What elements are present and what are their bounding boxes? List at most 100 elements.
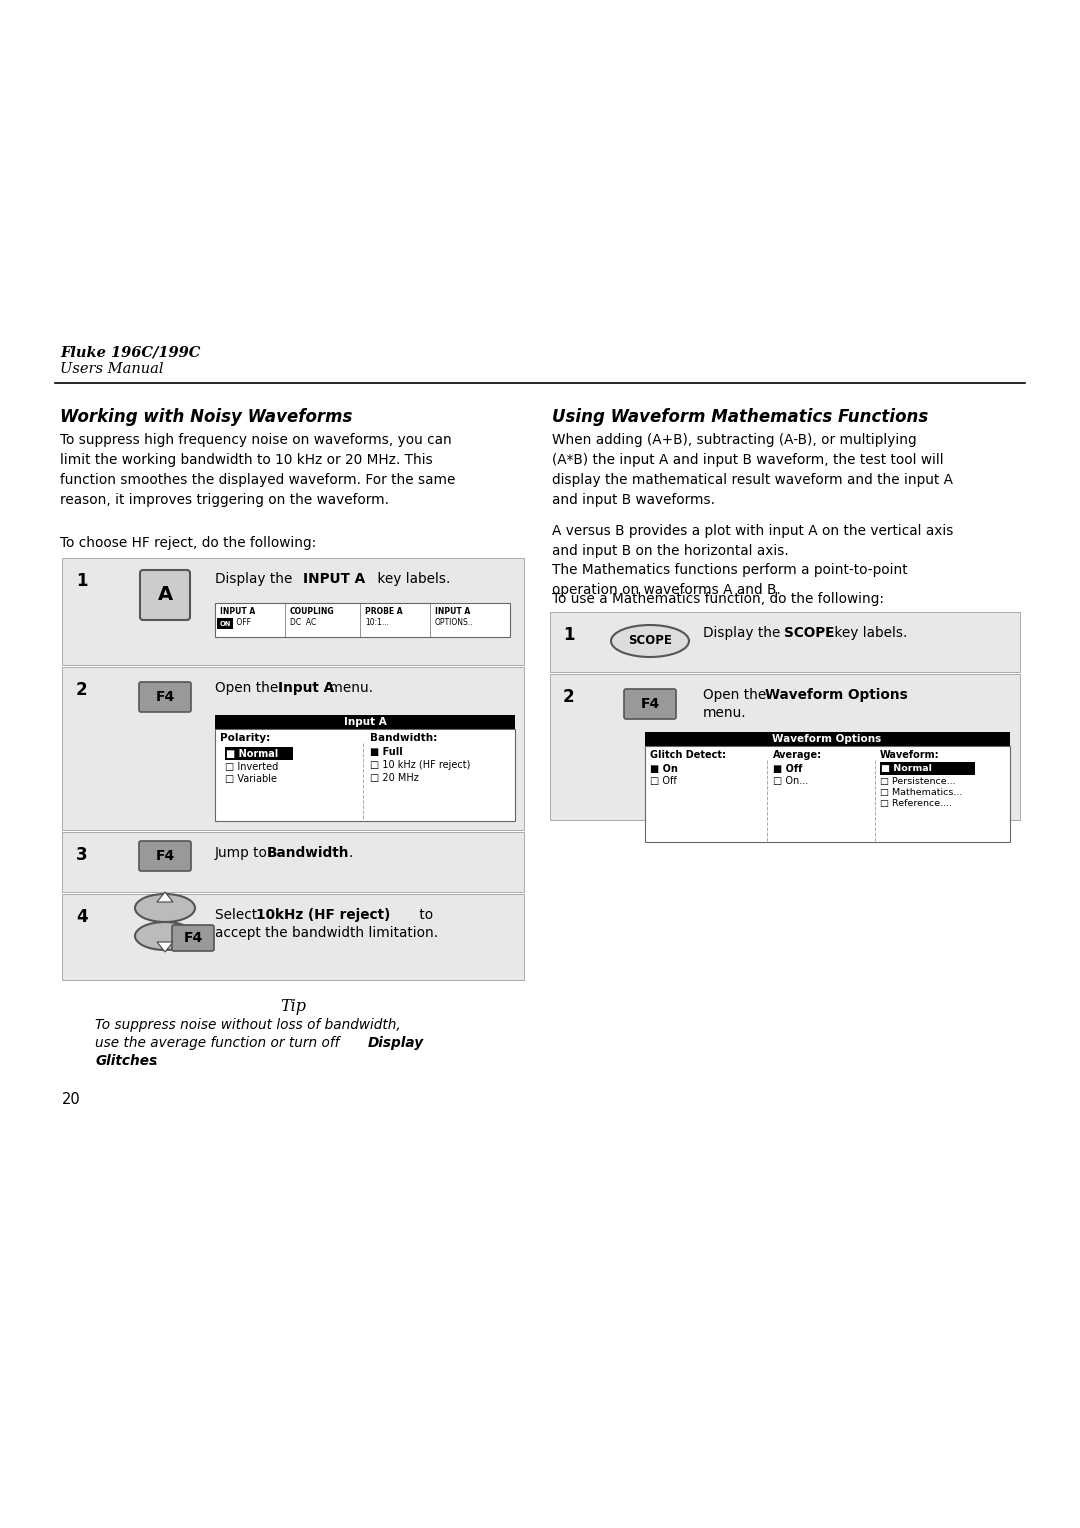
FancyBboxPatch shape xyxy=(62,668,524,830)
Text: 2: 2 xyxy=(563,688,575,706)
Text: Fluke 196C/199C: Fluke 196C/199C xyxy=(60,345,201,359)
Text: □ On...: □ On... xyxy=(773,776,808,785)
Text: F4: F4 xyxy=(640,697,660,711)
Text: ■ Normal: ■ Normal xyxy=(881,764,932,773)
Text: OPTIONS..: OPTIONS.. xyxy=(435,617,473,626)
Text: SCOPE: SCOPE xyxy=(784,626,835,640)
Text: To suppress high frequency noise on waveforms, you can
limit the working bandwid: To suppress high frequency noise on wave… xyxy=(60,432,456,507)
Text: 10:1...: 10:1... xyxy=(365,617,389,626)
Text: PROBE A: PROBE A xyxy=(365,607,403,616)
Text: Open the: Open the xyxy=(703,688,771,701)
Text: When adding (A+B), subtracting (A-B), or multiplying
(A*B) the input A and input: When adding (A+B), subtracting (A-B), or… xyxy=(552,432,953,507)
Polygon shape xyxy=(157,941,173,952)
Text: SCOPE: SCOPE xyxy=(629,634,672,648)
FancyBboxPatch shape xyxy=(172,924,214,950)
Text: □ 10 kHz (HF reject): □ 10 kHz (HF reject) xyxy=(370,759,471,770)
Text: INPUT A: INPUT A xyxy=(435,607,470,616)
Text: To suppress noise without loss of bandwidth,: To suppress noise without loss of bandwi… xyxy=(95,1018,401,1031)
Text: Working with Noisy Waveforms: Working with Noisy Waveforms xyxy=(60,408,352,426)
Text: ■ Off: ■ Off xyxy=(773,764,802,775)
FancyBboxPatch shape xyxy=(140,570,190,620)
Text: To choose HF reject, do the following:: To choose HF reject, do the following: xyxy=(60,536,316,550)
FancyBboxPatch shape xyxy=(217,617,233,630)
Text: key labels.: key labels. xyxy=(831,626,907,640)
Text: INPUT A: INPUT A xyxy=(220,607,255,616)
Text: Waveform Options: Waveform Options xyxy=(772,733,881,744)
Text: 10kHz (HF reject): 10kHz (HF reject) xyxy=(256,908,390,921)
Text: Waveform:: Waveform: xyxy=(880,750,940,759)
FancyBboxPatch shape xyxy=(62,894,524,979)
Text: 2: 2 xyxy=(76,681,87,698)
Text: Average:: Average: xyxy=(773,750,822,759)
Ellipse shape xyxy=(135,894,195,921)
Text: Glitch Detect:: Glitch Detect: xyxy=(650,750,726,759)
Text: DC  AC: DC AC xyxy=(291,617,316,626)
FancyBboxPatch shape xyxy=(215,715,515,729)
FancyBboxPatch shape xyxy=(645,732,1010,746)
FancyBboxPatch shape xyxy=(880,762,975,775)
FancyBboxPatch shape xyxy=(62,833,524,892)
Text: use the average function or turn off: use the average function or turn off xyxy=(95,1036,343,1050)
FancyBboxPatch shape xyxy=(215,604,510,637)
FancyBboxPatch shape xyxy=(215,729,515,821)
Text: ON  OFF: ON OFF xyxy=(220,617,251,626)
Text: COUPLING: COUPLING xyxy=(291,607,335,616)
Text: □ Inverted: □ Inverted xyxy=(225,762,279,772)
Text: Using Waveform Mathematics Functions: Using Waveform Mathematics Functions xyxy=(552,408,928,426)
Text: Bandwidth:: Bandwidth: xyxy=(370,733,437,743)
Text: 1: 1 xyxy=(76,571,87,590)
Text: accept the bandwidth limitation.: accept the bandwidth limitation. xyxy=(215,926,438,940)
FancyBboxPatch shape xyxy=(139,840,191,871)
Text: □ Reference....: □ Reference.... xyxy=(880,799,953,808)
Text: key labels.: key labels. xyxy=(373,571,450,587)
Text: .: . xyxy=(348,847,352,860)
Text: INPUT A: INPUT A xyxy=(303,571,365,587)
Text: Polarity:: Polarity: xyxy=(220,733,270,743)
FancyBboxPatch shape xyxy=(225,747,293,759)
Text: ■ On: ■ On xyxy=(650,764,678,775)
Text: to: to xyxy=(415,908,433,921)
Text: Display: Display xyxy=(368,1036,424,1050)
Ellipse shape xyxy=(135,921,195,950)
Text: 4: 4 xyxy=(76,908,87,926)
Text: Bandwidth: Bandwidth xyxy=(267,847,350,860)
Text: ■ Full: ■ Full xyxy=(370,747,403,756)
Text: □ Mathematics...: □ Mathematics... xyxy=(880,788,962,798)
Text: menu.: menu. xyxy=(325,681,373,695)
Text: F4: F4 xyxy=(184,931,203,944)
Text: 3: 3 xyxy=(76,847,87,863)
FancyBboxPatch shape xyxy=(62,558,524,665)
Text: To use a Mathematics function, do the following:: To use a Mathematics function, do the fo… xyxy=(552,591,885,607)
Text: 20: 20 xyxy=(62,1093,81,1106)
Text: ON: ON xyxy=(219,620,231,626)
Text: Open the: Open the xyxy=(215,681,283,695)
FancyBboxPatch shape xyxy=(645,746,1010,842)
Text: Jump to: Jump to xyxy=(215,847,272,860)
FancyBboxPatch shape xyxy=(550,613,1020,672)
Ellipse shape xyxy=(611,625,689,657)
Polygon shape xyxy=(157,892,173,902)
Text: Display the: Display the xyxy=(703,626,785,640)
Text: Input A: Input A xyxy=(343,717,387,727)
Text: Waveform Options: Waveform Options xyxy=(765,688,908,701)
Text: The Mathematics functions perform a point-to-point
operation on waveforms A and : The Mathematics functions perform a poin… xyxy=(552,562,907,597)
FancyBboxPatch shape xyxy=(624,689,676,720)
Text: Display the: Display the xyxy=(215,571,297,587)
FancyBboxPatch shape xyxy=(139,681,191,712)
Text: .: . xyxy=(153,1054,158,1068)
Text: □ Variable: □ Variable xyxy=(225,775,276,784)
FancyBboxPatch shape xyxy=(550,674,1020,821)
Text: 1: 1 xyxy=(563,626,575,643)
Text: □ Persistence...: □ Persistence... xyxy=(880,778,956,785)
Text: F4: F4 xyxy=(156,691,175,704)
Text: Input A: Input A xyxy=(278,681,334,695)
Text: □ Off: □ Off xyxy=(650,776,677,785)
Text: Users Manual: Users Manual xyxy=(60,362,163,376)
Text: F4: F4 xyxy=(156,850,175,863)
Text: Glitches: Glitches xyxy=(95,1054,157,1068)
Text: □ 20 MHz: □ 20 MHz xyxy=(370,773,419,782)
Text: A versus B provides a plot with input A on the vertical axis
and input B on the : A versus B provides a plot with input A … xyxy=(552,524,954,558)
Text: ■ Normal: ■ Normal xyxy=(226,749,279,758)
Text: A: A xyxy=(158,585,173,605)
Text: Select: Select xyxy=(215,908,261,921)
